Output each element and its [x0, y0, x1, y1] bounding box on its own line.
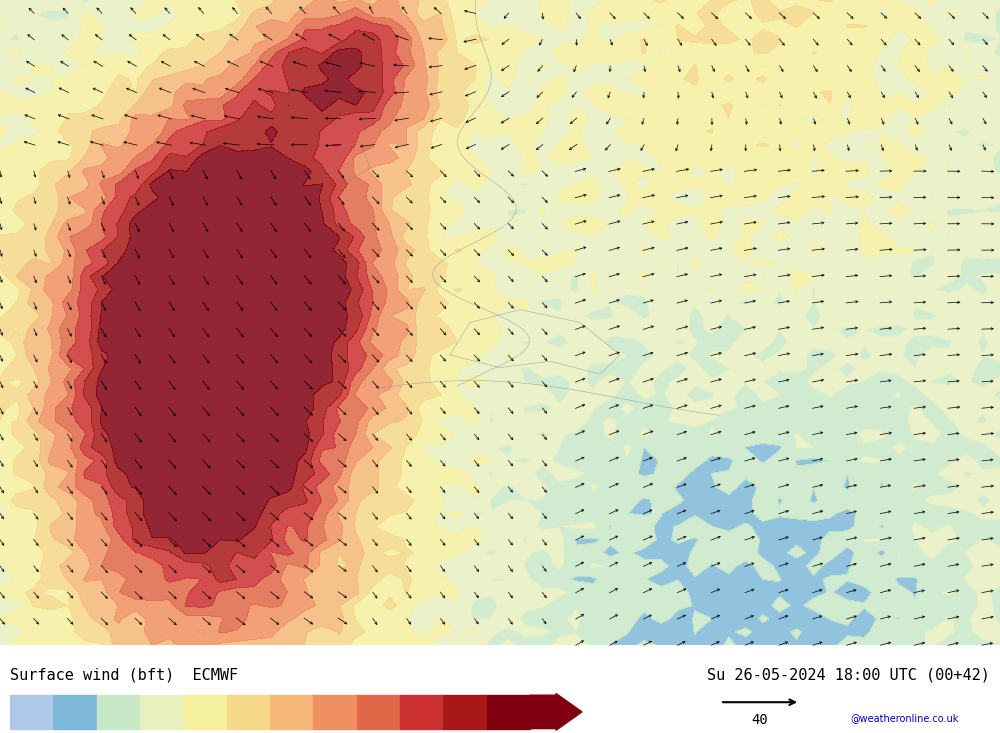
- Bar: [227, 695, 270, 729]
- Text: 40: 40: [752, 712, 768, 726]
- Bar: [313, 695, 357, 729]
- Bar: [140, 695, 183, 729]
- Text: Su 26-05-2024 18:00 UTC (00+42): Su 26-05-2024 18:00 UTC (00+42): [707, 667, 990, 682]
- Bar: [443, 695, 487, 729]
- Text: @weatheronline.co.uk: @weatheronline.co.uk: [850, 712, 958, 723]
- Bar: [97, 695, 140, 729]
- Bar: [10, 695, 53, 729]
- FancyArrow shape: [530, 693, 582, 730]
- Bar: [183, 695, 227, 729]
- Bar: [400, 695, 443, 729]
- Bar: [357, 695, 400, 729]
- Bar: [487, 695, 530, 729]
- Text: Surface wind (bft)  ECMWF: Surface wind (bft) ECMWF: [10, 667, 238, 682]
- Bar: [53, 695, 97, 729]
- Bar: [270, 695, 313, 729]
